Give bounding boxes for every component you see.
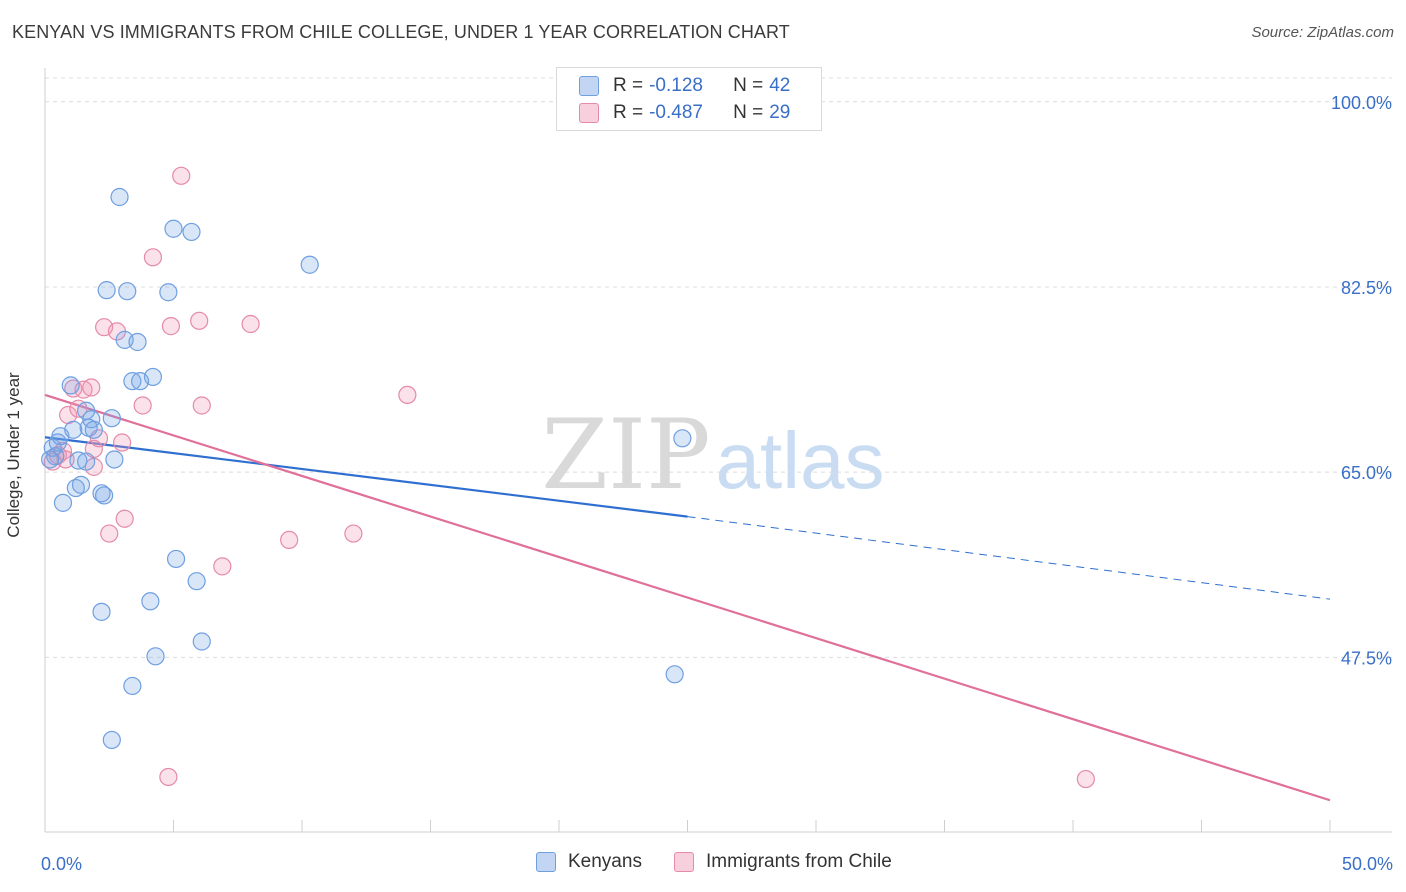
point-kenyans (141, 592, 160, 611)
point-chile (190, 311, 209, 330)
point-kenyans (143, 367, 163, 387)
point-kenyans (41, 450, 60, 469)
stats-legend: R = -0.128 N = 42 R = -0.487 N = 29 (556, 67, 822, 131)
point-kenyans (110, 187, 129, 207)
point-chile (143, 248, 163, 267)
point-kenyans (166, 549, 186, 569)
point-chile (344, 524, 363, 543)
point-kenyans (102, 730, 121, 750)
tick-labels: 100.0% 82.5% 65.0% 47.5% 0.0% 50.0% (41, 93, 1393, 874)
legend-swatch-blue (579, 76, 599, 96)
legend-item-chile[interactable]: Immigrants from Chile (674, 851, 892, 873)
point-kenyans (69, 451, 88, 470)
point-chile (192, 396, 211, 415)
legend-r-label: R = (613, 75, 644, 96)
watermark: ZIP atlas (541, 399, 884, 511)
point-chile (100, 524, 119, 543)
point-kenyans (64, 420, 83, 439)
point-chile (56, 450, 75, 469)
point-chile (241, 314, 260, 334)
x-tick-label-min: 0.0% (41, 854, 82, 874)
point-kenyans (66, 478, 85, 498)
legend-n-label: N = (733, 75, 764, 96)
trend-lines (44, 393, 1331, 802)
watermark-atlas: atlas (716, 416, 885, 505)
point-chile (159, 767, 178, 787)
trend-line-kenyans-extension (687, 516, 1331, 600)
legend-r-value: -0.128 (649, 75, 703, 96)
series-legend: Kenyans Immigrants from Chile (0, 851, 1406, 877)
trend-line-kenyans (44, 436, 688, 518)
point-kenyans (92, 602, 111, 621)
point-kenyans (123, 372, 142, 391)
point-kenyans (95, 486, 114, 505)
point-chile (1076, 769, 1095, 789)
legend-item-kenyans[interactable]: Kenyans (536, 851, 642, 873)
y-tick-label: 47.5% (1341, 648, 1392, 668)
point-chile (133, 396, 152, 415)
trend-line-chile (44, 393, 1331, 802)
point-chile (172, 166, 191, 185)
point-kenyans (71, 475, 91, 494)
y-tick-label: 100.0% (1331, 93, 1392, 113)
point-chile (161, 317, 181, 336)
x-tick-label-max: 50.0% (1342, 854, 1393, 874)
point-kenyans (123, 676, 142, 696)
point-kenyans (82, 410, 101, 429)
y-axis-label-text: College, Under 1 year (4, 372, 23, 538)
legend-r-value: -0.487 (649, 102, 703, 123)
point-kenyans (128, 332, 147, 352)
legend-row-chile: R = -0.487 N = 29 (579, 101, 790, 125)
point-chile (280, 530, 299, 550)
point-kenyans (61, 376, 80, 395)
point-kenyans (105, 450, 124, 469)
legend-n-value: 42 (769, 75, 791, 96)
point-kenyans (97, 281, 116, 300)
point-kenyans (159, 283, 178, 302)
point-kenyans (53, 493, 73, 512)
point-kenyans (164, 219, 183, 238)
point-kenyans (118, 282, 137, 301)
point-kenyans (192, 632, 211, 651)
point-kenyans (77, 452, 96, 471)
gridlines (45, 77, 1392, 658)
chart-title: KENYAN VS IMMIGRANTS FROM CHILE COLLEGE,… (12, 22, 790, 42)
legend-swatch-pink (579, 103, 599, 123)
legend-n-value: 29 (769, 102, 791, 123)
point-kenyans (84, 420, 103, 439)
point-chile (82, 378, 101, 397)
y-tick-label: 65.0% (1341, 463, 1392, 483)
watermark-zip: ZIP (541, 399, 710, 511)
point-kenyans (92, 484, 111, 503)
point-kenyans (182, 222, 201, 242)
point-kenyans (665, 665, 684, 684)
point-kenyans (146, 647, 165, 666)
legend-label-chile: Immigrants from Chile (706, 851, 892, 872)
scatter-points (41, 166, 1095, 789)
legend-label-kenyans: Kenyans (568, 851, 642, 872)
point-kenyans (300, 255, 319, 274)
point-chile (398, 385, 417, 405)
legend-swatch-chile (674, 852, 694, 872)
legend-swatch-kenyans (536, 852, 556, 872)
point-chile (112, 433, 132, 452)
point-chile (115, 509, 134, 528)
point-kenyans (46, 447, 65, 466)
point-kenyans (673, 429, 692, 448)
point-kenyans (187, 572, 206, 591)
point-chile (213, 557, 232, 576)
legend-n-label: N = (733, 102, 764, 123)
source-label: Source: ZipAtlas.com (1251, 24, 1394, 41)
legend-row-kenyans: R = -0.128 N = 42 (579, 74, 790, 98)
point-kenyans (102, 409, 121, 428)
legend-r-label: R = (613, 102, 644, 123)
y-tick-label: 82.5% (1341, 278, 1392, 298)
